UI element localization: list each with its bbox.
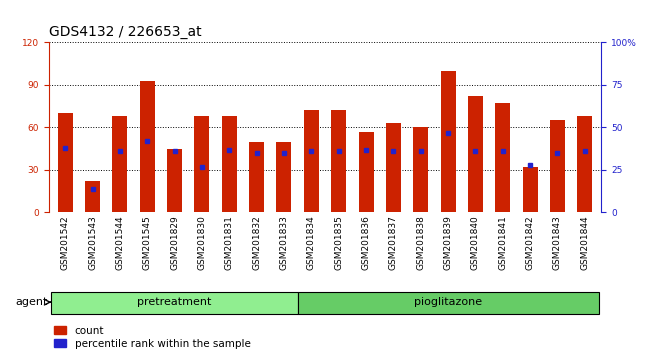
Bar	[413, 127, 428, 212]
Bar	[304, 110, 319, 212]
Text: pioglitazone: pioglitazone	[414, 297, 482, 307]
Bar	[51, 292, 298, 314]
Bar	[298, 292, 599, 314]
Bar	[85, 181, 100, 212]
Bar	[550, 120, 565, 212]
Bar	[167, 149, 182, 212]
Text: pretreatment: pretreatment	[137, 297, 212, 307]
Bar	[359, 132, 374, 212]
Bar	[331, 110, 346, 212]
Text: GDS4132 / 226653_at: GDS4132 / 226653_at	[49, 25, 202, 39]
Bar	[58, 113, 73, 212]
Bar	[495, 103, 510, 212]
Legend: count, percentile rank within the sample: count, percentile rank within the sample	[54, 326, 251, 349]
Bar	[140, 81, 155, 212]
Bar	[468, 96, 483, 212]
Bar	[386, 123, 401, 212]
Text: agent: agent	[15, 297, 47, 307]
Bar	[276, 142, 291, 212]
Bar	[441, 71, 456, 212]
Bar	[523, 167, 538, 212]
Bar	[577, 116, 592, 212]
Bar	[249, 142, 264, 212]
Bar	[112, 116, 127, 212]
Bar	[194, 116, 209, 212]
Bar	[222, 116, 237, 212]
